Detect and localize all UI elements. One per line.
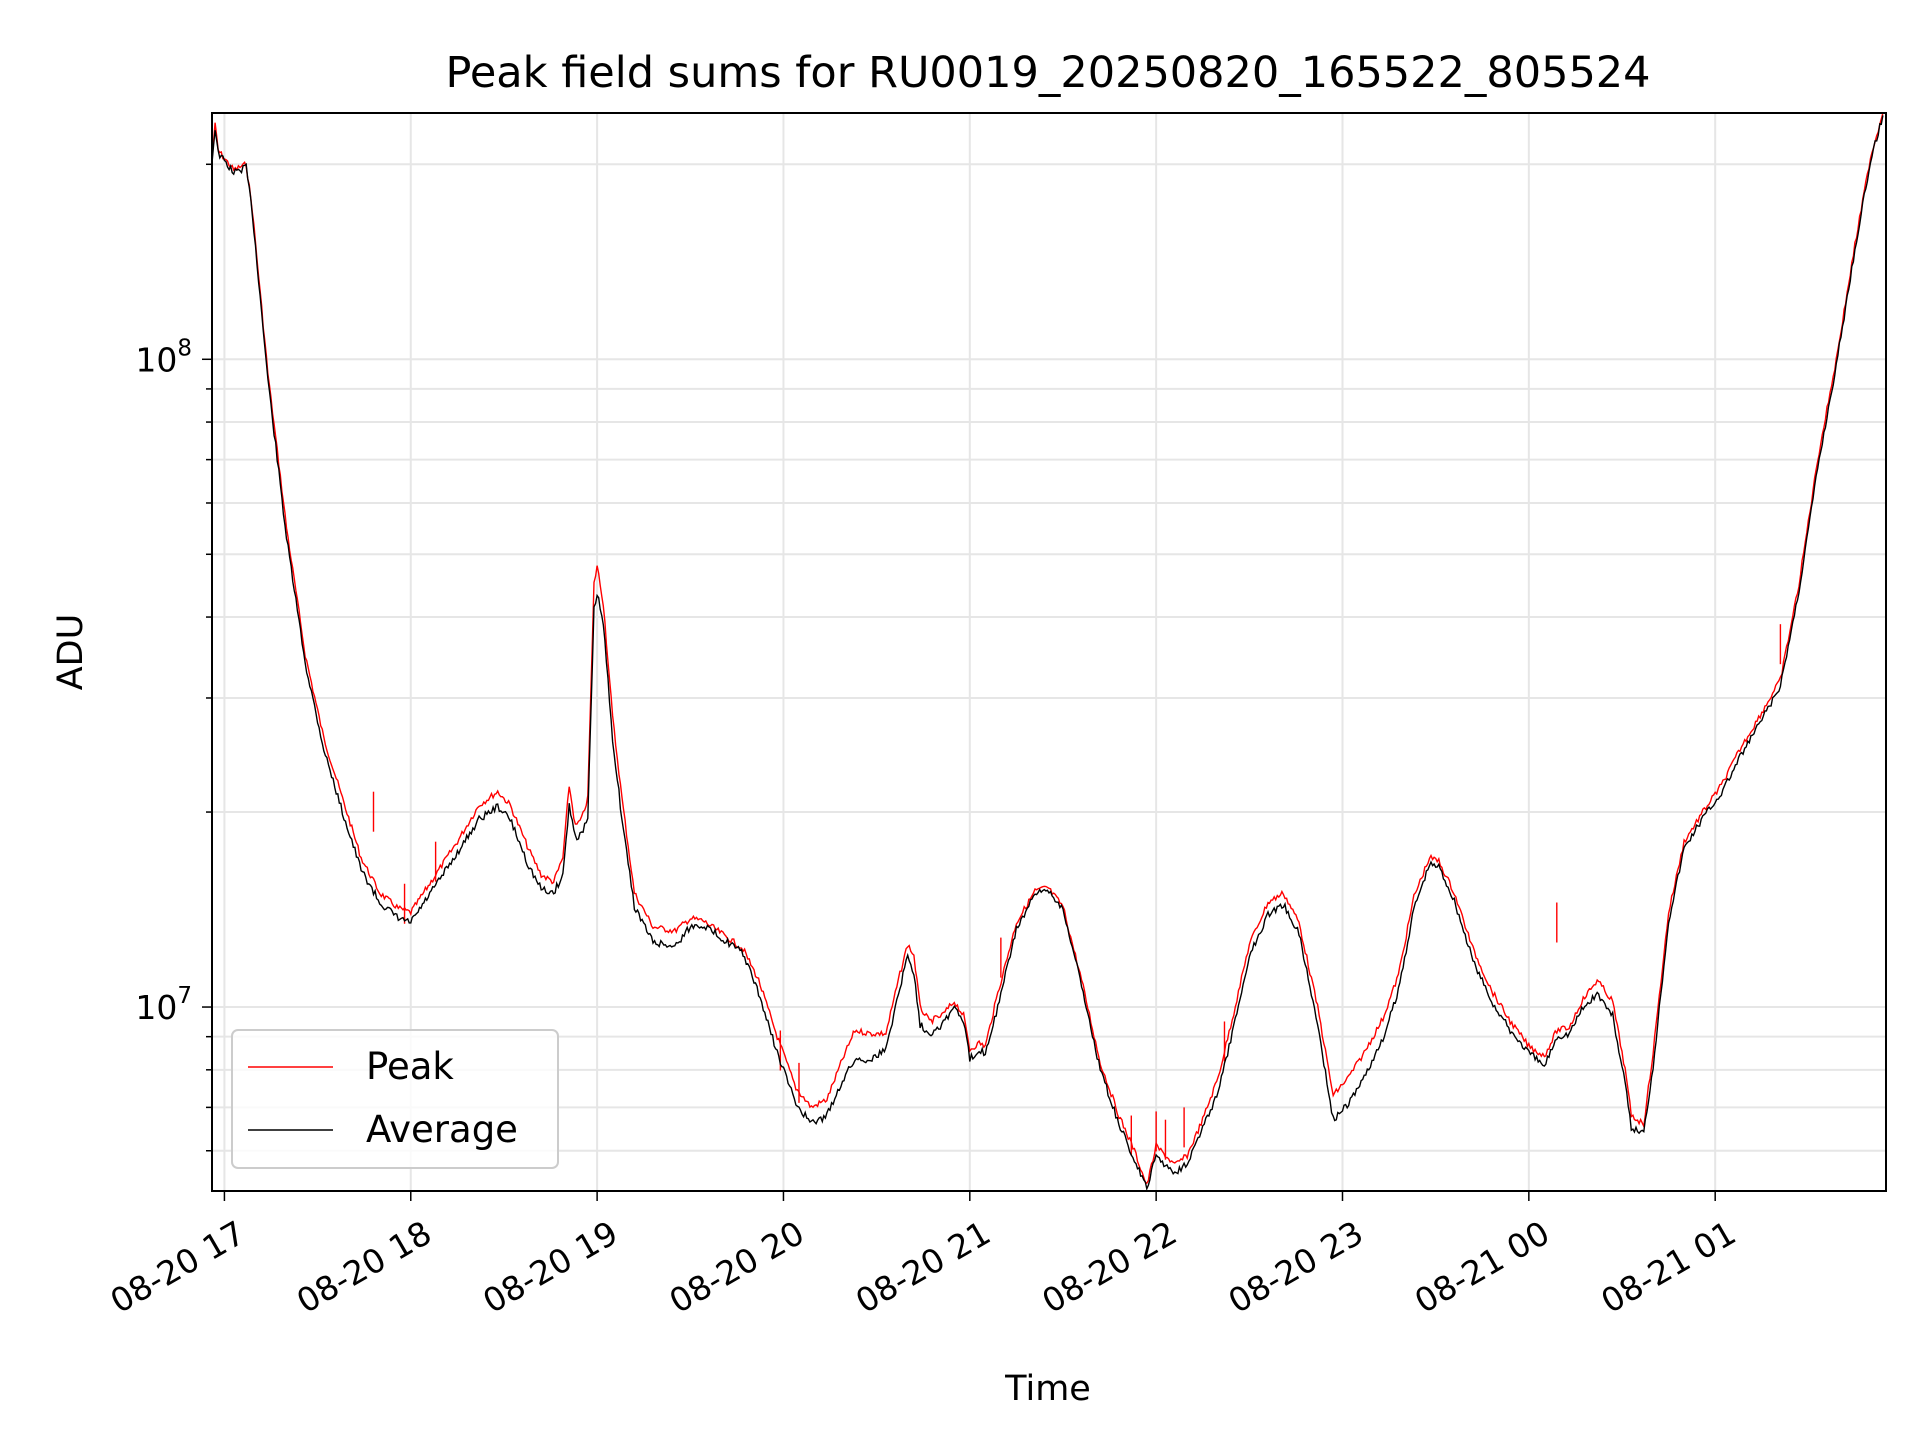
legend: Peak Average [231,1029,559,1169]
x-axis-label: Time [1004,1369,1091,1409]
series-line-peak [212,113,1884,1185]
chart-title: Peak field sums for RU0019_20250820_1655… [445,48,1650,98]
series-line-average [212,115,1884,1191]
legend-label-average: Average [366,1108,518,1151]
plot-frame [211,112,1887,1192]
legend-box [231,1029,559,1169]
y-tick-label-base: 10 [135,988,177,1027]
y-tick-label-exponent: 8 [177,335,192,361]
series-group [212,113,1884,1191]
y-tick-label: 107 [135,983,192,1027]
y-tick-label: 108 [135,335,192,379]
y-tick-label-base: 10 [135,340,177,379]
legend-label-peak: Peak [366,1045,454,1088]
series-layer [212,113,1884,1191]
y-axis-label: ADU [51,614,91,691]
y-tick-label-exponent: 7 [177,983,192,1009]
